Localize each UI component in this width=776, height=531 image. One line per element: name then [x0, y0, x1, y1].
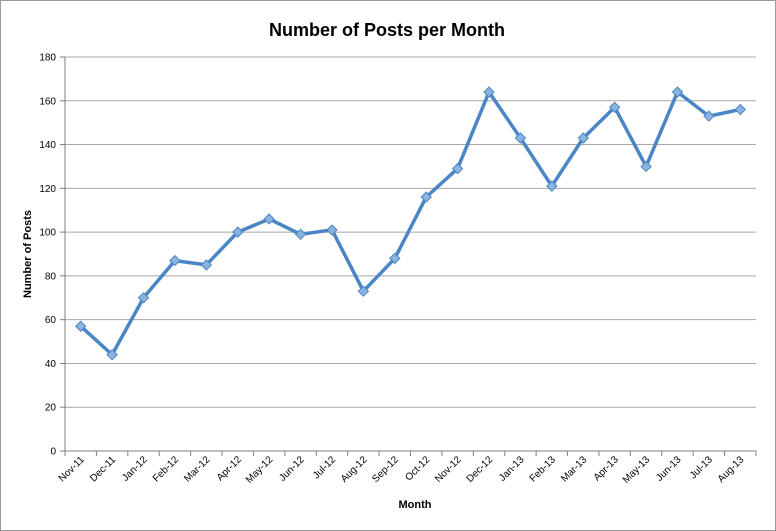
y-axis-title: Number of Posts: [22, 210, 34, 298]
data-point-marker: [232, 226, 244, 238]
y-tick-label: 0: [50, 447, 56, 458]
gridlines: [65, 56, 756, 408]
x-tick-label: Oct-12: [403, 454, 432, 483]
data-point-marker: [546, 180, 558, 192]
data-point-marker: [483, 86, 495, 98]
x-tick-label: Sep-12: [370, 454, 401, 485]
data-point-marker: [420, 191, 432, 203]
axes: [60, 56, 757, 456]
x-tick-label: Nov-11: [57, 454, 87, 484]
data-point-marker: [577, 132, 589, 144]
data-point-marker: [74, 320, 87, 332]
x-tick-labels: Nov-11 Dec-11 Jan-12 Feb-12 Mar-12 Apr-12 May-…: [57, 454, 747, 486]
x-tick-label: Jan-12: [120, 454, 150, 484]
x-tick-label: Feb-13: [528, 454, 558, 484]
x-tick-label: Feb-12: [151, 454, 181, 484]
data-point-marker: [200, 259, 213, 271]
data-point-marker: [357, 285, 370, 297]
data-point-marker: [514, 132, 527, 144]
data-point-marker: [451, 162, 464, 175]
y-tick-labels: 0 20 40 60 80 100 120 140 160 180: [39, 53, 56, 458]
series-line: [78, 90, 743, 357]
data-point-marker: [703, 110, 715, 122]
data-point-marker: [389, 252, 401, 265]
y-tick-label: 80: [45, 271, 57, 282]
x-tick-label: Jun-12: [277, 454, 307, 484]
data-point-marker: [169, 254, 181, 267]
data-point-marker: [137, 292, 150, 304]
y-tick-label: 40: [45, 359, 57, 370]
data-point-marker: [640, 160, 652, 173]
x-tick-label: May-13: [621, 454, 653, 486]
x-tick-label: Dec-12: [465, 454, 496, 485]
y-tick-label: 160: [39, 96, 56, 107]
x-tick-label: Apr-13: [592, 454, 621, 483]
data-point-marker: [734, 103, 747, 116]
data-point-marker: [263, 213, 275, 225]
y-tick-label: 60: [45, 315, 57, 326]
data-point-marker: [326, 224, 338, 236]
x-tick-label: Jul-12: [311, 454, 338, 481]
x-tick-label: Jun-13: [654, 454, 684, 484]
y-tick-label: 180: [39, 53, 56, 64]
series-layer: [74, 86, 747, 361]
x-tick-label: Aug-13: [716, 454, 747, 485]
chart-title: Number of Posts per Month: [269, 20, 505, 40]
x-tick-label: Mar-12: [182, 454, 212, 484]
x-tick-label: May-12: [244, 454, 276, 486]
x-tick-label: Apr-12: [215, 454, 244, 483]
y-tick-label: 140: [39, 140, 56, 151]
y-tick-label: 120: [39, 184, 56, 195]
x-tick-label: Jan-13: [497, 454, 527, 484]
data-point-marker: [294, 228, 307, 241]
y-tick-label: 100: [39, 228, 56, 239]
x-tick-label: Mar-13: [559, 454, 589, 484]
x-axis-title: Month: [399, 499, 432, 511]
data-point-marker: [671, 86, 684, 98]
data-point-marker: [608, 101, 621, 114]
y-tick-label: 20: [45, 403, 57, 414]
x-tick-label: Jul-13: [688, 454, 715, 481]
x-tick-label: Aug-12: [339, 454, 370, 485]
x-tick-label: Dec-11: [88, 454, 118, 484]
x-tick-label: Nov-12: [433, 454, 464, 485]
data-point-marker: [106, 348, 118, 361]
